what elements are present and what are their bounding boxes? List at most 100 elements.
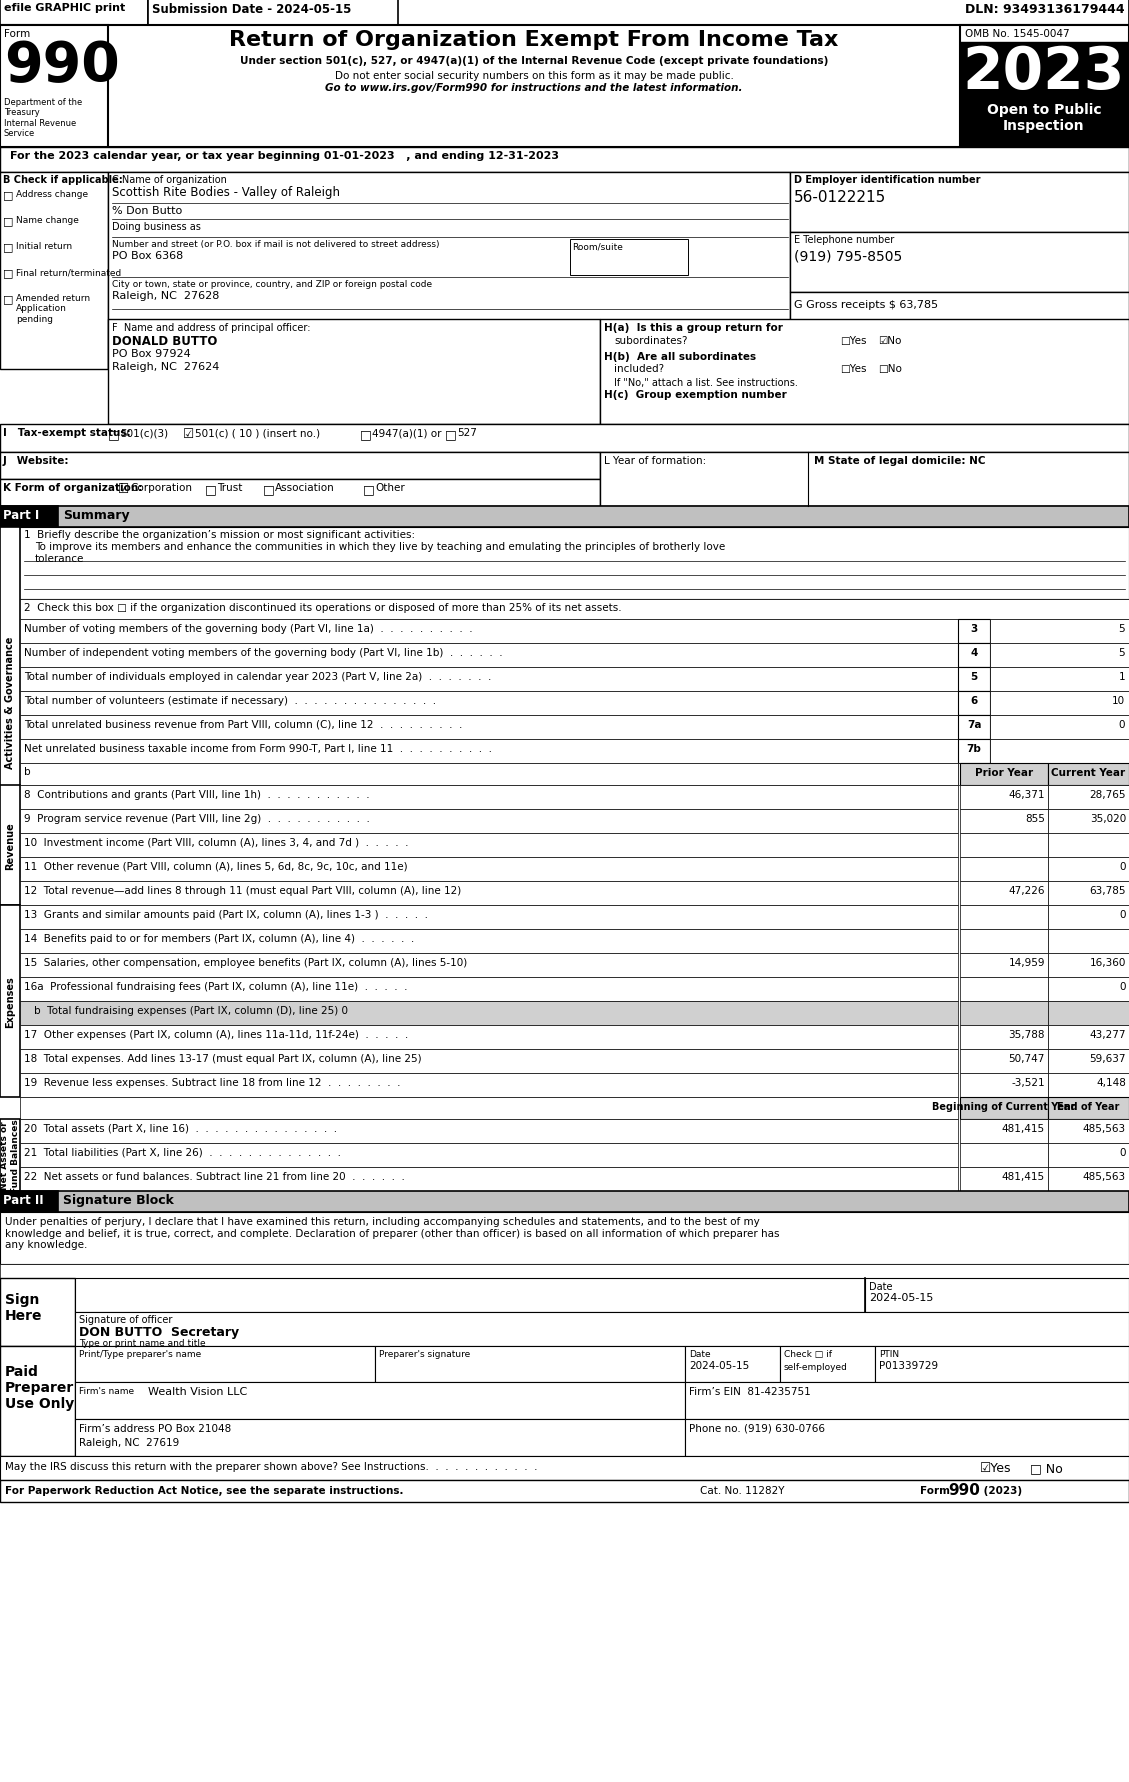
Text: 501(c)(3): 501(c)(3) (120, 428, 168, 438)
Text: 17  Other expenses (Part IX, column (A), lines 11a-11d, 11f-24e)  .  .  .  .  .: 17 Other expenses (Part IX, column (A), … (24, 1030, 409, 1039)
Bar (0, 1192, 1129, 1212)
Bar (1048, 930, 1129, 953)
Bar (875, 1345, 1129, 1383)
Bar (960, 1167, 1048, 1192)
Bar (1048, 905, 1129, 930)
Text: Number of independent voting members of the governing body (Part VI, line 1b)  .: Number of independent voting members of … (24, 647, 502, 658)
Bar (20, 740, 959, 763)
Text: Room/suite: Room/suite (572, 242, 623, 251)
Bar (960, 1098, 1048, 1119)
Bar (1048, 1098, 1129, 1119)
Bar (0, 453, 599, 479)
Text: □Yes: □Yes (840, 364, 866, 374)
Bar (20, 1050, 959, 1073)
Text: May the IRS discuss this return with the preparer shown above? See Instructions.: May the IRS discuss this return with the… (5, 1461, 537, 1472)
Text: efile GRAPHIC print: efile GRAPHIC print (5, 4, 125, 12)
Bar (990, 716, 1129, 740)
Bar (959, 691, 990, 716)
Bar (959, 668, 990, 691)
Text: 990: 990 (948, 1483, 980, 1497)
Text: Beginning of Current Year: Beginning of Current Year (933, 1101, 1076, 1112)
Bar (0, 1481, 1129, 1502)
Text: □: □ (364, 483, 375, 495)
Bar (1048, 834, 1129, 857)
Text: Date: Date (869, 1281, 893, 1292)
Bar (960, 882, 1048, 905)
Text: Name change: Name change (16, 216, 79, 225)
Text: 63,785: 63,785 (1089, 886, 1126, 896)
Text: Association: Association (275, 483, 335, 494)
Bar (1048, 882, 1129, 905)
Text: 501(c) ( 10 ) (insert no.): 501(c) ( 10 ) (insert no.) (195, 428, 321, 438)
Text: C Name of organization: C Name of organization (112, 175, 227, 185)
Text: 485,563: 485,563 (1083, 1123, 1126, 1133)
Text: H(b)  Are all subordinates: H(b) Are all subordinates (604, 351, 756, 362)
Bar (20, 978, 959, 1001)
Text: 16,360: 16,360 (1089, 957, 1126, 968)
Text: 14,959: 14,959 (1008, 957, 1045, 968)
Text: 0: 0 (1120, 982, 1126, 991)
Text: M State of legal domicile: NC: M State of legal domicile: NC (814, 456, 986, 465)
Text: 4: 4 (970, 647, 978, 658)
Text: 10  Investment income (Part VIII, column (A), lines 3, 4, and 7d )  .  .  .  .  : 10 Investment income (Part VIII, column … (24, 838, 409, 848)
Text: 15  Salaries, other compensation, employee benefits (Part IX, column (A), lines : 15 Salaries, other compensation, employe… (24, 957, 467, 968)
Text: Open to Public
Inspection: Open to Public Inspection (987, 103, 1101, 134)
Bar (20, 601, 1129, 620)
Bar (0, 1263, 1129, 1278)
Bar (20, 691, 959, 716)
Text: 2  Check this box □ if the organization discontinued its operations or disposed : 2 Check this box □ if the organization d… (24, 602, 622, 613)
Text: Date: Date (689, 1349, 710, 1358)
Text: Doing business as: Doing business as (112, 223, 201, 232)
Text: 1  Briefly describe the organization’s mission or most significant activities:: 1 Briefly describe the organization’s mi… (24, 529, 415, 540)
Text: 1: 1 (1119, 672, 1124, 683)
Text: 527: 527 (457, 428, 476, 438)
Text: □No: □No (878, 364, 902, 374)
Text: 485,563: 485,563 (1083, 1171, 1126, 1181)
Text: Form: Form (5, 29, 30, 39)
Text: Firm’s address PO Box 21048: Firm’s address PO Box 21048 (79, 1424, 231, 1433)
Bar (20, 834, 959, 857)
Text: □: □ (3, 267, 14, 278)
Text: Return of Organization Exempt From Income Tax: Return of Organization Exempt From Incom… (229, 30, 839, 50)
Bar (0, 27, 108, 148)
Text: PO Box 6368: PO Box 6368 (112, 251, 183, 260)
Text: H(a)  Is this a group return for: H(a) Is this a group return for (604, 323, 782, 333)
Bar (20, 620, 959, 643)
Bar (20, 1073, 959, 1098)
Bar (0, 1456, 1129, 1481)
Text: □: □ (445, 428, 457, 440)
Text: Current Year: Current Year (1051, 768, 1126, 777)
Bar (990, 691, 1129, 716)
Bar (20, 786, 959, 809)
Text: 46,371: 46,371 (1008, 789, 1045, 800)
Bar (20, 1025, 959, 1050)
Bar (20, 668, 959, 691)
Text: Other: Other (375, 483, 405, 494)
Text: 59,637: 59,637 (1089, 1053, 1126, 1064)
Bar (990, 620, 1129, 643)
Bar (990, 740, 1129, 763)
Text: 990: 990 (5, 39, 120, 93)
Bar (1048, 1167, 1129, 1192)
Text: □: □ (3, 242, 14, 251)
Bar (20, 930, 959, 953)
Bar (20, 857, 959, 882)
Text: OMB No. 1545-0047: OMB No. 1545-0047 (965, 29, 1069, 39)
Text: L Year of formation:: L Year of formation: (604, 456, 707, 465)
Bar (685, 1345, 780, 1383)
Text: □: □ (3, 191, 14, 200)
Bar (20, 1119, 959, 1144)
Text: □: □ (360, 428, 371, 440)
Text: I   Tax-exempt status:: I Tax-exempt status: (3, 428, 131, 438)
Text: 56-0122215: 56-0122215 (794, 191, 886, 205)
Bar (959, 740, 990, 763)
Text: F  Name and address of principal officer:: F Name and address of principal officer: (112, 323, 310, 333)
Text: 43,277: 43,277 (1089, 1030, 1126, 1039)
Bar (1048, 953, 1129, 978)
Bar (960, 1144, 1048, 1167)
Text: 10: 10 (1112, 695, 1124, 706)
Bar (0, 786, 20, 905)
Bar (960, 1073, 1048, 1098)
Bar (0, 1192, 58, 1212)
Text: PTIN: PTIN (879, 1349, 899, 1358)
